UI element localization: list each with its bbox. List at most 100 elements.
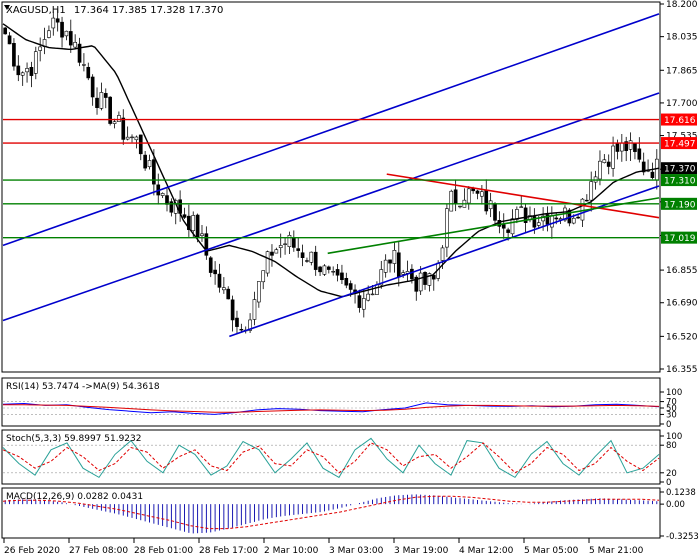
candle-body — [213, 269, 217, 275]
channel-trendline — [2, 92, 660, 322]
candle-body — [204, 233, 209, 256]
candle-body — [606, 161, 611, 167]
resistance-level-label: 17.497 — [664, 140, 696, 150]
indicator-tick-label: 70 — [666, 398, 677, 408]
candle-body — [392, 250, 397, 264]
resistance-level-label: 17.616 — [664, 116, 696, 126]
current-level-label: 17.370 — [664, 165, 696, 175]
candle-body — [357, 295, 362, 308]
time-tick-label: 28 Feb 01:00 — [134, 546, 193, 556]
macd-tick-label: 0.1238 — [666, 488, 696, 498]
candle-body — [134, 136, 139, 141]
candle-body — [239, 328, 244, 331]
candle-body — [550, 215, 554, 228]
candle-body — [226, 288, 231, 300]
price-axis: 18.20018.03517.86517.70017.53517.36517.2… — [660, 0, 698, 375]
price-tick-label: 16.520 — [666, 332, 698, 342]
candle-body — [366, 293, 371, 301]
candle-body — [598, 160, 602, 180]
candle-body — [309, 251, 314, 263]
candle-body — [519, 206, 524, 208]
current-level-badge — [661, 162, 697, 175]
time-tick-label: 5 Mar 21:00 — [589, 546, 644, 556]
candle-body — [650, 171, 655, 178]
candle-body — [152, 159, 156, 185]
indicator-tick-label: 0 — [666, 478, 671, 488]
candle-body — [300, 252, 305, 258]
candle-body — [12, 43, 16, 67]
candle-body — [147, 160, 152, 168]
candle-body — [361, 298, 366, 310]
candle-body — [51, 17, 56, 29]
candle-body — [370, 293, 375, 296]
price-content — [2, 9, 660, 338]
candle-body — [82, 64, 86, 66]
candle-body — [331, 271, 336, 273]
candle-body — [112, 121, 117, 124]
candle-body — [73, 41, 77, 48]
candle-body — [344, 277, 349, 286]
rsi-pane-frame — [1, 377, 661, 427]
candle-body — [283, 243, 287, 245]
candle-body — [554, 217, 559, 220]
candle-body — [453, 189, 458, 204]
rsi-label: RSI(14) 53.7474 ->MA(9) 54.3618 — [6, 382, 160, 392]
candle-body — [348, 283, 353, 290]
dropdown-arrow-icon[interactable] — [4, 5, 10, 10]
price-tick-label: 16.355 — [666, 365, 698, 375]
candle-body — [86, 66, 91, 79]
candle-body — [169, 201, 174, 213]
candle-body — [160, 193, 165, 196]
candle-body — [29, 67, 34, 76]
indicator-tick-label: 50 — [666, 404, 677, 414]
price-tick-label: 16.855 — [666, 266, 698, 276]
macd-tick-label: 0.00 — [666, 500, 685, 510]
macd-axis: 0.1238 0.00 -0.3253 — [660, 488, 699, 542]
support-level-badge — [661, 174, 697, 187]
macd-pane[interactable]: 0.1238 0.00 -0.3253 MACD(12,26,9) 0.0282 0… — [1, 487, 699, 542]
candle-body — [515, 209, 519, 220]
candle-body — [103, 93, 108, 98]
macd-signal-line — [2, 495, 660, 530]
time-tick-label: 3 Mar 03:00 — [329, 546, 384, 556]
indicator-tick-label: 80 — [666, 441, 677, 451]
candle-body — [480, 191, 484, 197]
candle-body — [383, 259, 388, 273]
price-tick-label: 17.865 — [666, 66, 698, 76]
candle-body — [3, 27, 8, 35]
candle-body — [99, 92, 104, 109]
candle-body — [401, 272, 405, 275]
support-level-label: 17.310 — [664, 177, 696, 187]
candle-body — [589, 181, 594, 201]
time-tick-label: 2 Mar 10:00 — [264, 546, 319, 556]
candle-body — [296, 248, 301, 251]
candle-body — [60, 21, 64, 38]
candle-body — [270, 251, 274, 256]
candle-body — [633, 143, 637, 152]
candle-body — [191, 215, 196, 231]
candle-body — [501, 224, 506, 229]
resistance-level-badge — [661, 113, 697, 126]
candle-body — [274, 249, 279, 254]
candle-body — [388, 259, 392, 264]
candle-body — [230, 299, 235, 321]
candle-body — [523, 207, 528, 223]
indicator-tick-label: 100 — [666, 388, 682, 398]
indicator-tick-label: 100 — [666, 432, 682, 442]
price-pane[interactable]: 18.20018.03517.86517.70017.53517.36517.2… — [1, 0, 698, 375]
time-tick-label: 3 Mar 19:00 — [394, 546, 449, 556]
time-axis: 26 Feb 2020 27 Feb 08:00 28 Feb 01:00 28 Fe… — [3, 538, 644, 556]
candle-body — [458, 205, 462, 208]
candle-body — [208, 257, 213, 273]
indicator-tick-label: 20 — [666, 469, 677, 479]
candle-body — [615, 143, 620, 152]
stoch-label: Stoch(5,3,3) 59.8997 51.9232 — [6, 434, 141, 444]
candle-body — [125, 136, 130, 140]
candle-body — [541, 215, 545, 222]
candle-body — [143, 154, 147, 169]
candle-body — [108, 96, 112, 124]
candle-body — [313, 251, 318, 270]
